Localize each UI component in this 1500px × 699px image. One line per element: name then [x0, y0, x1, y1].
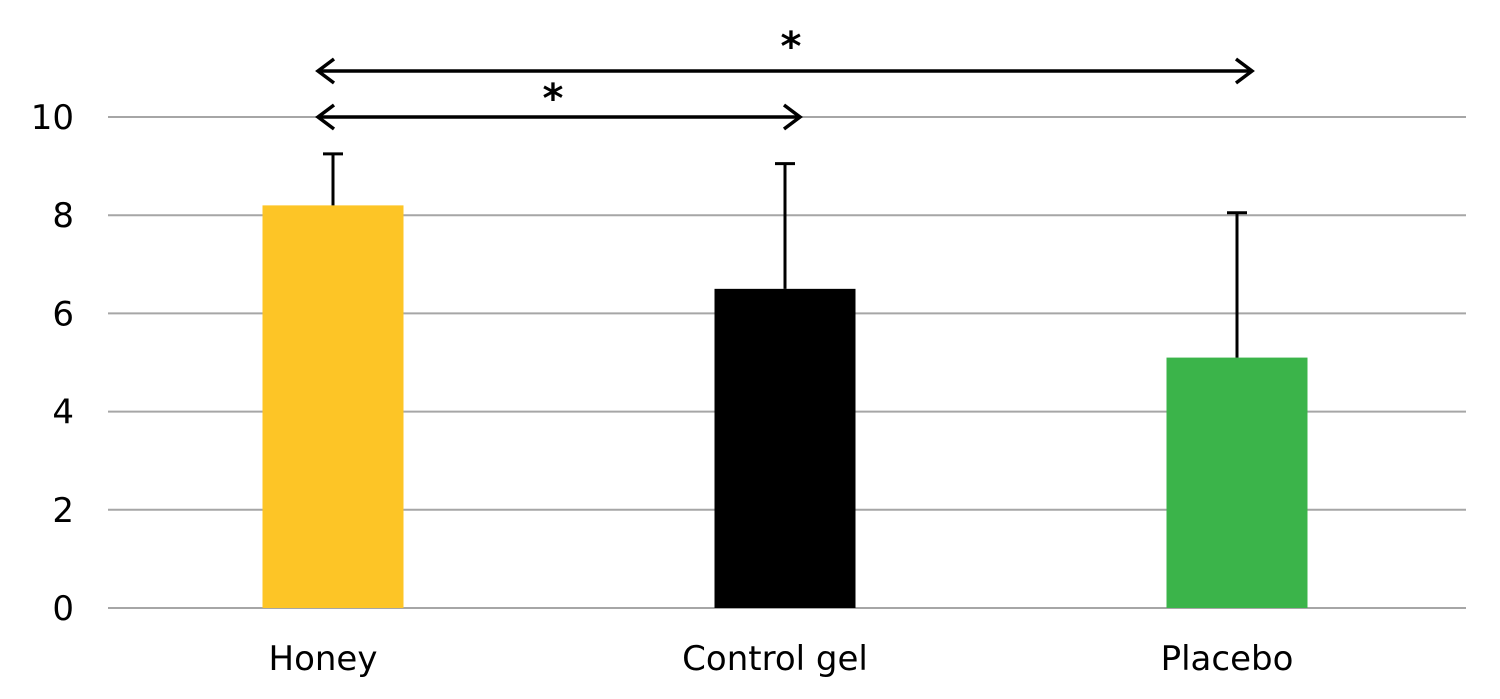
y-tick-label: 4	[52, 393, 74, 433]
bar-placebo	[1166, 357, 1308, 608]
significance-arrow-1: *	[315, 24, 1255, 85]
error-bar-control-gel	[775, 162, 795, 289]
y-tick-label: 10	[31, 98, 74, 138]
category-labels: Honey Control gel Placebo	[269, 639, 1294, 679]
y-tick-label: 6	[52, 294, 74, 334]
significance-star: *	[781, 24, 802, 70]
error-bar-placebo	[1227, 211, 1247, 358]
error-bars	[323, 152, 1247, 358]
significance-brackets: **	[315, 24, 1255, 131]
significance-arrow-0: *	[315, 76, 803, 131]
y-tick-label: 8	[52, 196, 74, 236]
bar-control-gel	[714, 288, 856, 608]
error-bar-honey	[323, 152, 343, 206]
bars	[262, 205, 1308, 608]
significance-star: *	[543, 76, 564, 122]
y-axis-tick-labels: 0 2 4 6 8 10	[31, 98, 74, 629]
y-tick-label: 2	[52, 491, 74, 531]
category-label: Placebo	[1161, 639, 1294, 679]
category-label: Honey	[269, 639, 378, 679]
category-label: Control gel	[682, 639, 868, 679]
bar-honey	[262, 205, 404, 608]
y-tick-label: 0	[52, 589, 74, 629]
